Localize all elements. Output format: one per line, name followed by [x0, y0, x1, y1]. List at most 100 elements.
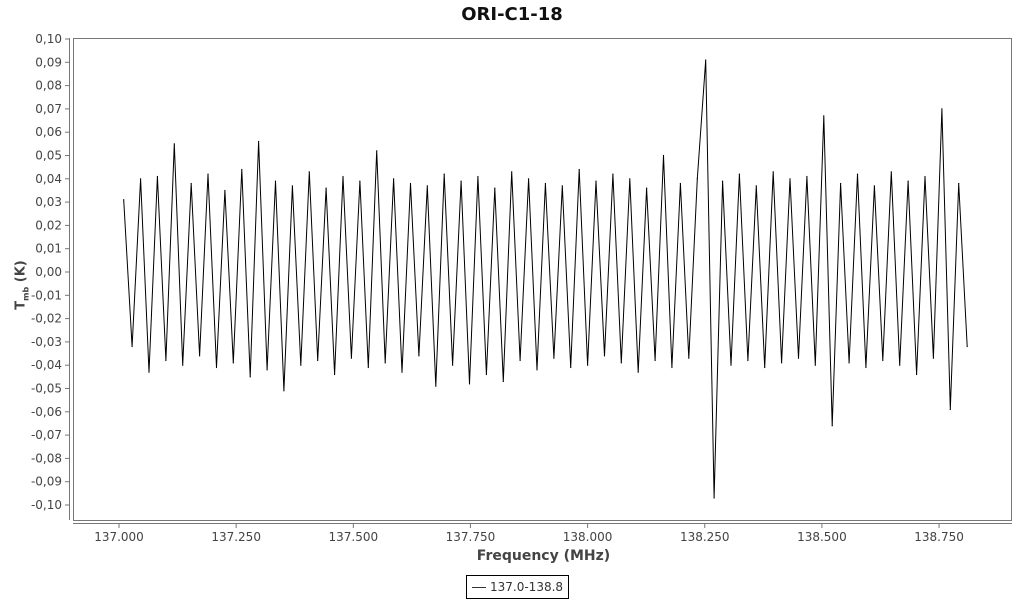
- data-point: [578, 168, 580, 171]
- y-label-unit: (K): [13, 260, 29, 283]
- data-point: [587, 364, 589, 366]
- data-point: [806, 175, 808, 178]
- data-point: [139, 178, 142, 180]
- data-point: [249, 376, 251, 378]
- y-label-main: T: [13, 300, 29, 310]
- data-point: [679, 182, 681, 185]
- y-tick-label: 0,00: [35, 265, 62, 279]
- data-point: [215, 366, 218, 369]
- data-point: [915, 373, 918, 376]
- data-point: [156, 175, 159, 178]
- y-tick-label: 0,08: [35, 79, 62, 93]
- data-point: [350, 357, 353, 359]
- data-point: [856, 173, 859, 175]
- data-point: [384, 362, 386, 364]
- data-point: [662, 154, 665, 157]
- data-point: [890, 171, 892, 173]
- data-point: [873, 185, 875, 187]
- x-axis-label: Frequency (MHz): [476, 548, 611, 564]
- data-point: [511, 171, 513, 173]
- y-axis-label: Tmb (K): [14, 260, 31, 309]
- data-point: [232, 362, 234, 364]
- data-point: [738, 173, 741, 175]
- data-point: [426, 185, 428, 187]
- data-point: [477, 175, 479, 178]
- data-point: [224, 189, 226, 192]
- y-tick-label: 0,01: [35, 242, 62, 256]
- data-point: [696, 178, 698, 180]
- data-point: [182, 364, 184, 366]
- data-point: [241, 168, 243, 171]
- data-point: [671, 366, 673, 369]
- y-tick-label: 0,04: [35, 172, 62, 186]
- data-point: [848, 362, 850, 364]
- data-point: [460, 180, 462, 182]
- data-point: [924, 175, 926, 178]
- y-tick-label: 0,02: [35, 218, 62, 232]
- data-point: [148, 371, 150, 373]
- y-tick-label: 0,05: [35, 149, 62, 163]
- data-point: [570, 366, 572, 369]
- data-point: [781, 362, 783, 364]
- data-point: [772, 171, 774, 173]
- data-point: [502, 380, 504, 383]
- y-tick-label: -0,09: [31, 475, 62, 489]
- data-point: [561, 185, 563, 187]
- data-point: [392, 178, 395, 180]
- data-point: [553, 357, 555, 359]
- data-point: [173, 143, 175, 145]
- y-tick-label: 0,06: [35, 125, 62, 139]
- legend[interactable]: 137.0-138.8: [466, 575, 570, 599]
- y-label-sub: mb: [21, 286, 31, 301]
- data-point: [713, 497, 715, 499]
- data-point: [418, 355, 420, 357]
- data-point: [300, 364, 302, 366]
- data-point: [629, 178, 631, 180]
- data-point: [966, 345, 968, 348]
- data-point: [747, 359, 749, 362]
- data-point: [266, 369, 268, 371]
- data-point: [907, 180, 909, 182]
- data-point: [494, 187, 496, 189]
- data-point: [949, 408, 951, 411]
- data-point: [165, 359, 167, 362]
- y-tick-label: -0,08: [31, 451, 62, 465]
- y-tick-label: -0,06: [31, 405, 62, 419]
- data-point: [958, 182, 960, 185]
- data-point: [283, 390, 285, 392]
- x-tick-label: 137.000: [94, 530, 144, 544]
- data-point: [452, 364, 454, 366]
- data-point: [198, 355, 201, 357]
- data-point: [123, 199, 125, 201]
- x-tick-label: 137.250: [211, 530, 261, 544]
- data-point: [932, 357, 935, 359]
- y-tick-label: 0,07: [35, 102, 62, 116]
- plot-area: [73, 38, 1012, 521]
- y-tick-label: -0,05: [31, 382, 62, 396]
- y-tick-label: -0,10: [31, 498, 62, 512]
- data-point: [899, 364, 901, 366]
- y-tick-label: -0,03: [31, 335, 62, 349]
- y-tick-label: 0,03: [35, 195, 62, 209]
- x-tick-label: 138.500: [797, 530, 847, 544]
- legend-swatch: [472, 586, 486, 588]
- data-point: [359, 180, 361, 182]
- data-point: [705, 59, 707, 61]
- data-point: [840, 182, 842, 185]
- data-point: [789, 178, 791, 180]
- chart-title: ORI-C1-18: [461, 4, 563, 25]
- y-tick-label: -0,01: [31, 288, 62, 302]
- data-point: [190, 182, 192, 185]
- data-point: [620, 362, 622, 364]
- data-point: [544, 182, 547, 185]
- y-tick-label: -0,07: [31, 428, 62, 442]
- data-point: [443, 173, 445, 175]
- data-point: [258, 140, 260, 143]
- data-point: [941, 108, 943, 110]
- data-point: [865, 366, 867, 369]
- y-tick-label: -0,04: [31, 358, 62, 372]
- data-point: [435, 385, 437, 387]
- data-point: [485, 373, 487, 376]
- data-point: [409, 182, 412, 185]
